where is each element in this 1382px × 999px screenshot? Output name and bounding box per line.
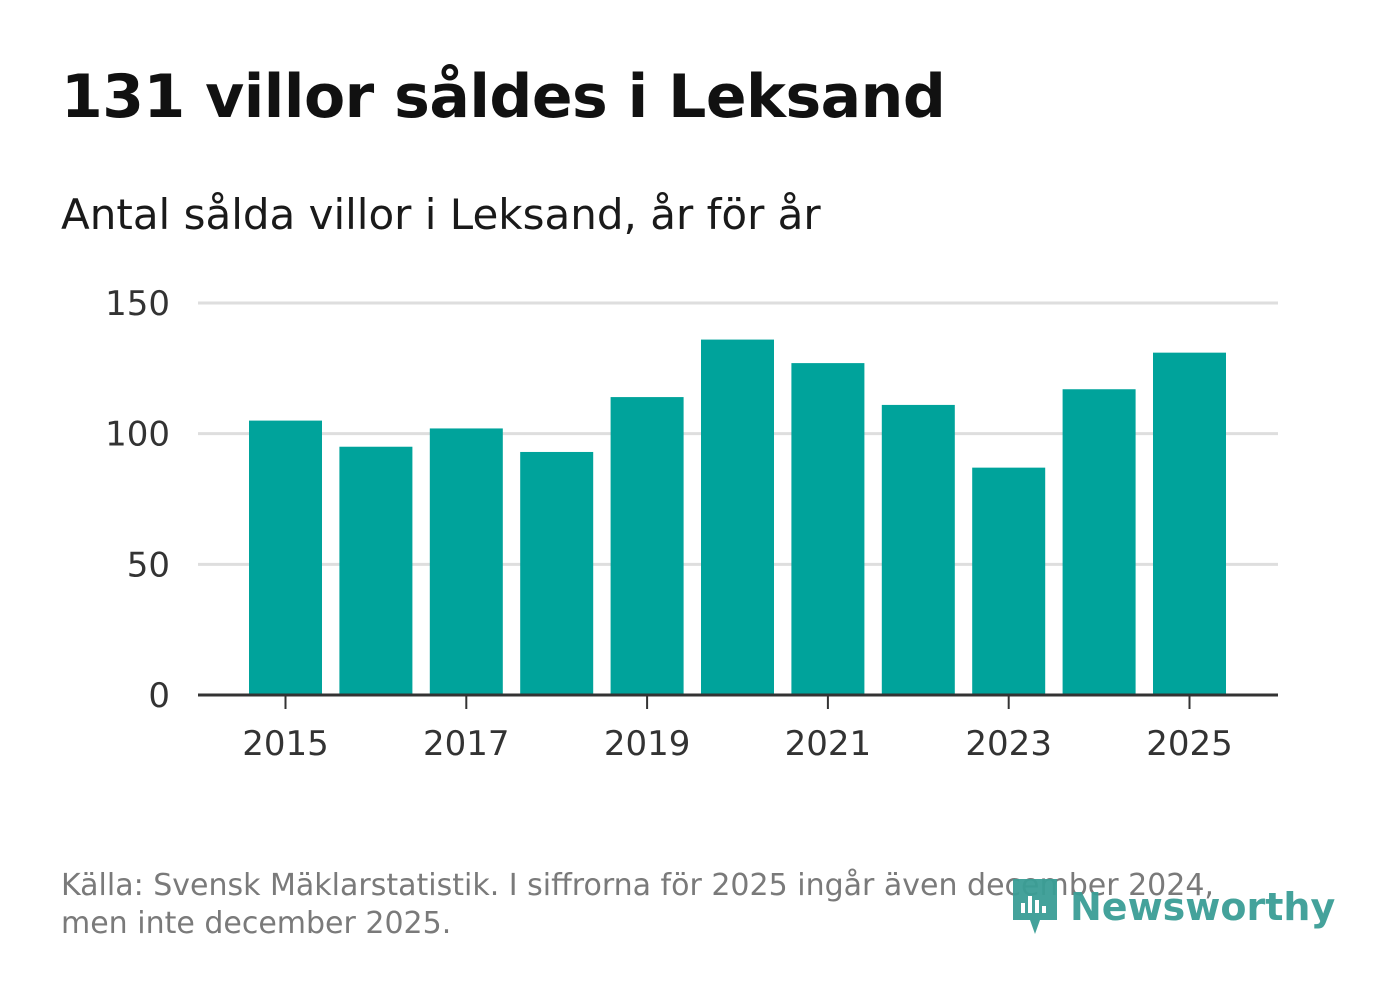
x-tick-label-2019: 2019 [604,724,691,764]
newsworthy-logo: Newsworthy [1010,876,1335,938]
bar-2025 [1153,352,1226,695]
axes: 0 50 100 150 2015 2017 2019 2021 2023 2025 [105,284,1278,764]
bar-2016 [339,446,413,695]
x-tick-label-2023: 2023 [965,724,1052,764]
bar-2024 [1062,389,1136,695]
bar-2019 [610,397,684,695]
x-tick-label-2017: 2017 [423,724,510,764]
y-tick-label-100: 100 [105,415,170,455]
y-tick-label-50: 50 [127,545,170,585]
bar-chart-pin-icon [1013,879,1057,934]
y-tick-label-0: 0 [148,676,170,716]
bar-2017 [429,428,503,695]
x-tick-label-2015: 2015 [242,724,329,764]
bar-2015 [249,420,322,695]
y-tick-label-150: 150 [105,284,170,324]
source-line-2: men inte december 2025. [61,906,452,941]
bars [249,339,1226,695]
chart-subtitle: Antal sålda villor i Leksand, år för år [61,190,821,239]
x-tick-label-2021: 2021 [785,724,872,764]
chart-title: 131 villor såldes i Leksand [61,62,946,132]
x-tick-label-2025: 2025 [1146,724,1233,764]
bar-2021 [791,363,865,695]
bar-2020 [701,339,774,695]
logo-text: Newsworthy [1070,885,1336,929]
bar-2018 [520,451,594,695]
bar-2022 [881,404,955,695]
bar-2023 [972,467,1046,695]
